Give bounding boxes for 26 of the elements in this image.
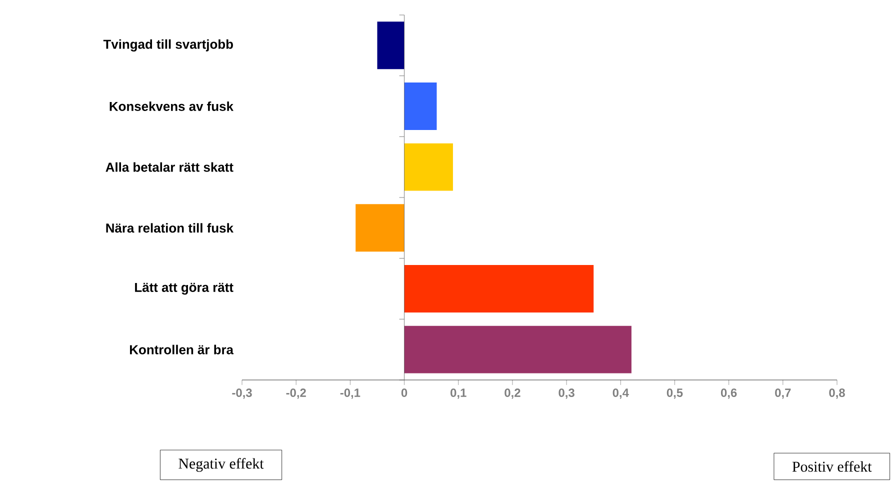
text: Negativ effekt (178, 458, 264, 472)
x-tick-label: 0,4 (612, 388, 629, 399)
x-tick-label: 0 (401, 388, 408, 397)
y-tick-label: Alla betalar rätt skatt (106, 162, 234, 172)
y-tick-label: Nära relation till fusk (106, 223, 234, 233)
bar (356, 204, 404, 252)
y-tick-label: Kontrollen är bra (130, 344, 234, 354)
x-tick-label: -0,1 (340, 388, 360, 399)
y-tick-label: Tvingad till svartjobb (103, 39, 233, 52)
x-tick-label: 0,5 (666, 388, 683, 399)
bar (404, 265, 594, 312)
y-tick-label: Konsekvens av fusk (110, 101, 234, 111)
x-tick-label: 0,1 (450, 388, 466, 399)
x-tick-label: 0,2 (504, 388, 520, 399)
y-tick-label: Lätt att göra rätt (135, 282, 234, 295)
x-tick-label: 0,3 (558, 388, 574, 399)
x-tick-label: -0,3 (232, 388, 252, 399)
x-tick-label: 0,8 (829, 388, 845, 399)
x-tick-label: 0,7 (775, 388, 791, 399)
bar (404, 82, 437, 130)
x-tick-label: -0,2 (286, 388, 306, 399)
bar (404, 143, 453, 191)
bar (404, 326, 632, 374)
x-tick-label: 0,6 (720, 388, 737, 399)
text: Positiv effekt (792, 461, 872, 472)
bar (377, 22, 404, 70)
